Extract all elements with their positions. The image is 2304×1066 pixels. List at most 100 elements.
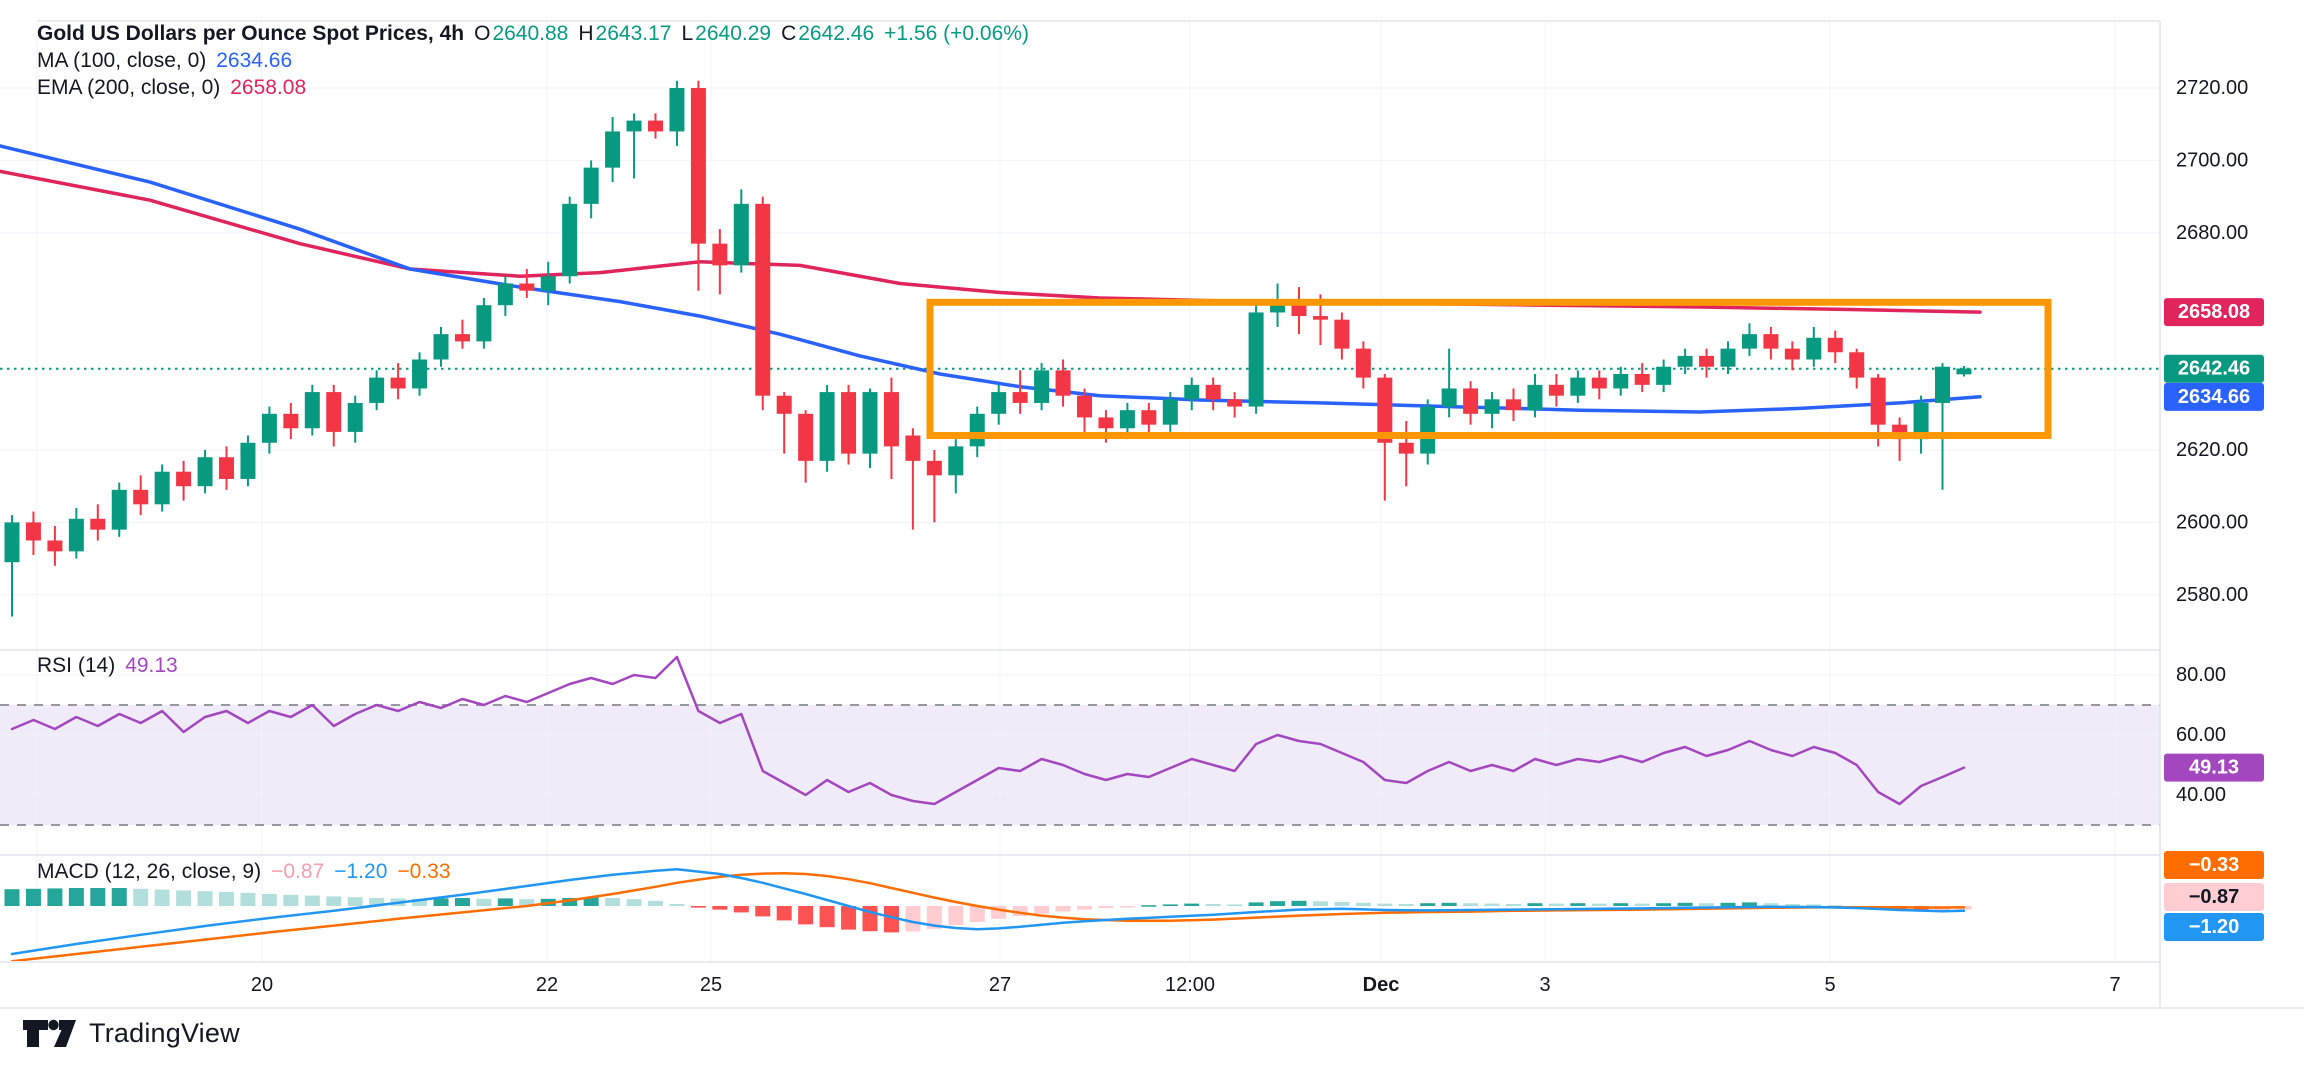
candle-up xyxy=(540,276,556,291)
macd-signal-line xyxy=(10,871,1966,961)
candle-up xyxy=(1248,312,1264,407)
candle-up xyxy=(476,305,492,342)
macd-pane[interactable] xyxy=(4,867,1972,961)
candle-up xyxy=(240,442,256,479)
macd-histogram-bar xyxy=(926,906,942,929)
macd-histogram-bar xyxy=(1613,903,1629,906)
close-value: 2642.46 xyxy=(798,22,875,45)
macd-histogram-bar xyxy=(1205,904,1221,906)
candle-up xyxy=(1913,402,1929,440)
macd-histogram-bar xyxy=(776,906,792,921)
candle-up xyxy=(1570,377,1586,396)
candle-down xyxy=(776,395,792,414)
macd-histogram-bar xyxy=(1355,902,1371,906)
open-label: O xyxy=(474,22,491,45)
main-legend-row[interactable]: Gold US Dollars per Ounce Spot Prices, 4… xyxy=(37,20,1029,47)
macd-histogram-bar xyxy=(1484,903,1500,906)
macd-histogram-bar xyxy=(412,898,428,906)
time-axis-label: 5 xyxy=(1824,974,1835,996)
candle-up xyxy=(1935,366,1950,403)
ohlc-low: L 2640.29 xyxy=(681,20,771,47)
candle-down xyxy=(1377,377,1393,443)
price-pane[interactable] xyxy=(0,80,2160,617)
candle-down xyxy=(798,413,814,461)
macd-histogram-bar xyxy=(1763,903,1779,906)
high-label: H xyxy=(578,22,594,45)
ema-legend-row[interactable]: EMA (200, close, 0) 2658.08 xyxy=(37,74,306,101)
macd-histogram-bar xyxy=(1827,905,1843,907)
candle-up xyxy=(261,413,277,443)
macd-value-badge-2-bg xyxy=(2164,913,2264,941)
candle-up xyxy=(562,203,578,277)
rsi-band xyxy=(0,705,2160,825)
candle-up xyxy=(1613,373,1629,389)
change-value: +1.56 (+0.06%) xyxy=(884,22,1029,45)
candle-down xyxy=(1548,384,1564,396)
candle-down xyxy=(1205,384,1221,400)
candle-down xyxy=(1312,316,1328,320)
macd-histogram-bar xyxy=(1548,903,1564,906)
macd-histogram-bar xyxy=(283,894,299,906)
macd-legend-row[interactable]: MACD (12, 26, close, 9) −0.87 −1.20 −0.3… xyxy=(37,858,451,885)
ema-label: EMA (200, close, 0) xyxy=(37,76,221,99)
highlight-rectangle[interactable] xyxy=(926,298,2052,440)
rsi-axis-label: 60.00 xyxy=(2176,724,2226,746)
macd-signal-value: −0.33 xyxy=(397,860,451,883)
ma-price-badge-bg xyxy=(2164,382,2264,411)
macd-value-badge-0-bg xyxy=(2164,851,2264,879)
macd-histogram-bar xyxy=(562,898,578,906)
macd-histogram-bar xyxy=(605,898,621,906)
macd-histogram-bar xyxy=(1312,901,1328,906)
macd-line-value: −1.20 xyxy=(334,860,388,883)
macd-histogram-bar xyxy=(690,906,706,908)
candle-up xyxy=(1720,348,1736,367)
time-axis[interactable]: 20 22 25 27 12:00 Dec 3 5 7 xyxy=(251,974,2121,996)
candle-up xyxy=(1677,355,1693,367)
candle-up xyxy=(1741,334,1757,349)
candle-up xyxy=(1527,384,1543,411)
macd-histogram-bar xyxy=(1784,904,1800,906)
candle-down xyxy=(1463,388,1479,414)
candle-up xyxy=(1806,337,1822,360)
candle-down xyxy=(1334,319,1350,349)
macd-histogram-bar xyxy=(1420,903,1436,906)
candle-up xyxy=(497,283,513,306)
candle-down xyxy=(1077,395,1092,418)
candle-up xyxy=(369,377,385,403)
macd-histogram-bar xyxy=(1699,903,1715,906)
candle-up xyxy=(154,471,170,505)
macd-label: MACD (12, 26, close, 9) xyxy=(37,860,262,883)
candle-up xyxy=(1956,368,1972,375)
candle-down xyxy=(390,377,406,389)
macd-histogram-bar xyxy=(883,906,899,933)
macd-histogram-bar xyxy=(454,898,470,906)
macd-histogram-bar xyxy=(1184,903,1200,906)
macd-histogram-bar xyxy=(969,906,985,922)
symbol-title: Gold US Dollars per Ounce Spot Prices, 4… xyxy=(37,22,465,45)
macd-histogram-bar xyxy=(347,897,363,906)
candle-up xyxy=(1656,366,1672,385)
candle-up xyxy=(433,334,449,360)
tradingview-branding[interactable]: TradingView xyxy=(22,1018,240,1049)
candle-down xyxy=(1098,417,1114,429)
candle-down xyxy=(454,334,470,342)
macd-histogram-bar xyxy=(1741,902,1757,906)
candle-down xyxy=(712,243,728,266)
price-axis-label: 2580.00 xyxy=(2176,584,2248,606)
macd-histogram-bar xyxy=(669,904,685,906)
candle-down xyxy=(326,392,342,432)
macd-line xyxy=(10,867,1966,956)
price-axis-label: 2680.00 xyxy=(2176,222,2248,244)
ma-legend-row[interactable]: MA (100, close, 0) 2634.66 xyxy=(37,47,292,74)
candle-up xyxy=(1119,410,1135,429)
time-axis-label: 20 xyxy=(251,974,273,996)
rsi-legend-row[interactable]: RSI (14) 49.13 xyxy=(37,652,178,679)
rsi-value-badge-bg xyxy=(2164,753,2264,782)
candle-down xyxy=(1591,377,1607,389)
macd-value-badge-1-bg xyxy=(2164,883,2264,911)
price-axis[interactable]: 2720.00 2700.00 2680.00 2620.00 2600.00 2580.… xyxy=(2164,77,2264,941)
candle-down xyxy=(283,413,299,429)
macd-value-badge-1: −0.87 xyxy=(2189,886,2240,908)
macd-histogram-bar xyxy=(1463,903,1479,906)
